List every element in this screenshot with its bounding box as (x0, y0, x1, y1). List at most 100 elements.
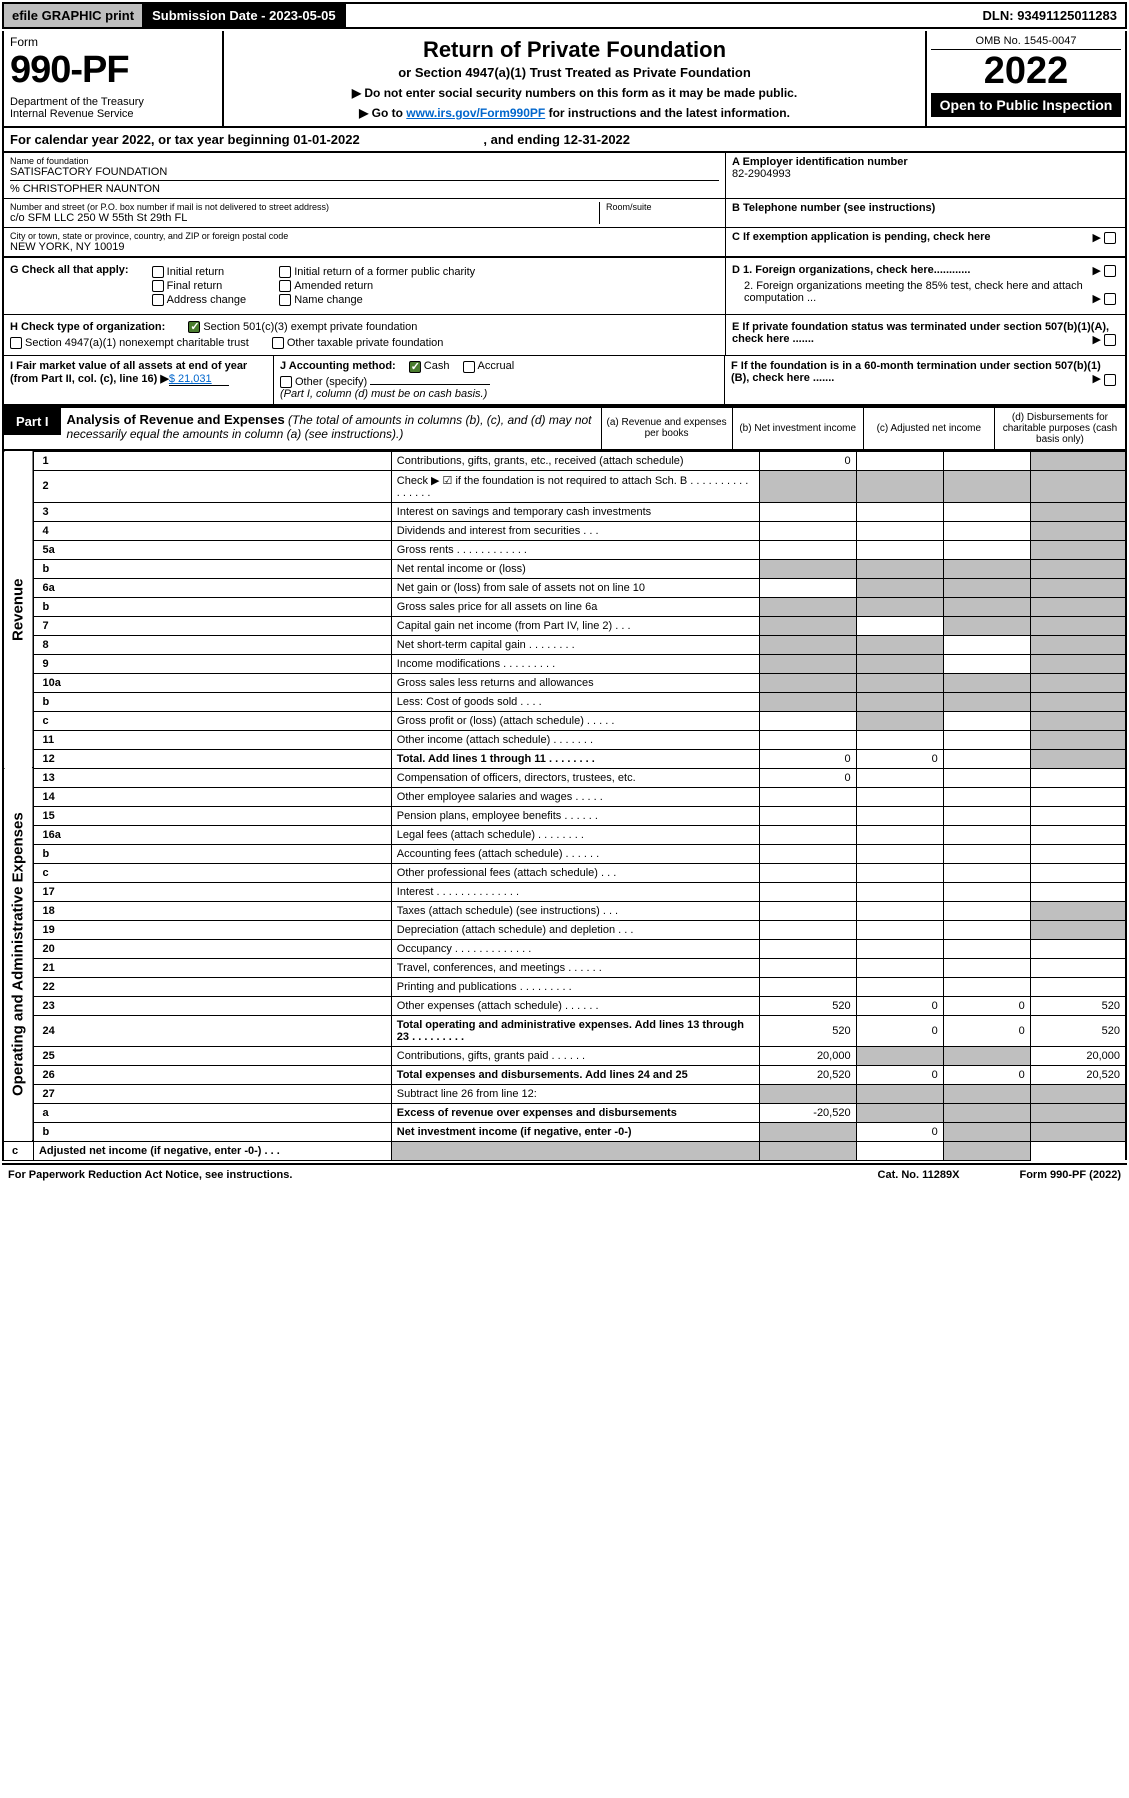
cell-a (759, 1122, 856, 1141)
cell-c (943, 901, 1030, 920)
line-number: 1 (33, 451, 391, 470)
cell-b: 0 (856, 1065, 943, 1084)
chk-other-method[interactable] (280, 376, 292, 388)
line-number: 23 (33, 996, 391, 1015)
cell-d (1030, 958, 1126, 977)
cell-d (1030, 939, 1126, 958)
d1-checkbox[interactable] (1104, 265, 1116, 277)
chk-cash[interactable] (409, 361, 421, 373)
line-description: Gross sales less returns and allowances (391, 673, 759, 692)
cell-d (1030, 977, 1126, 996)
chk-name-change[interactable] (279, 294, 291, 306)
cell-a (759, 844, 856, 863)
line-number: 10a (33, 673, 391, 692)
header-left: Form 990-PF Department of the Treasury I… (4, 31, 224, 126)
calendar-year-row: For calendar year 2022, or tax year begi… (2, 128, 1127, 153)
table-row: 15Pension plans, employee benefits . . .… (3, 806, 1126, 825)
line-number: 27 (33, 1084, 391, 1103)
e-label: E If private foundation status was termi… (732, 321, 1109, 345)
line-description: Subtract line 26 from line 12: (391, 1084, 759, 1103)
cell-a: 20,520 (759, 1065, 856, 1084)
identity-row-1: Name of foundation SATISFACTORY FOUNDATI… (2, 153, 1127, 199)
cell-d (1030, 578, 1126, 597)
line-description: Excess of revenue over expenses and disb… (391, 1103, 759, 1122)
cell-d (1030, 540, 1126, 559)
open-inspection: Open to Public Inspection (931, 93, 1121, 117)
cell-d (1030, 882, 1126, 901)
f-label: F If the foundation is in a 60-month ter… (731, 360, 1101, 384)
line-description: Capital gain net income (from Part IV, l… (391, 616, 759, 635)
chk-initial-former[interactable] (279, 266, 291, 278)
chk-other-taxable[interactable] (272, 337, 284, 349)
line-number: 13 (33, 768, 391, 787)
line-number: 21 (33, 958, 391, 977)
line-number: 3 (33, 502, 391, 521)
cell-b (856, 654, 943, 673)
line-number: 17 (33, 882, 391, 901)
f-block: F If the foundation is in a 60-month ter… (725, 356, 1125, 403)
form-header: Form 990-PF Department of the Treasury I… (2, 31, 1127, 128)
note2-pre: ▶ Go to (359, 106, 406, 120)
table-row: cOther professional fees (attach schedul… (3, 863, 1126, 882)
h-label: H Check type of organization: (10, 321, 165, 333)
cell-c (943, 692, 1030, 711)
table-row: 19Depreciation (attach schedule) and dep… (3, 920, 1126, 939)
d2-label: 2. Foreign organizations meeting the 85%… (744, 280, 1083, 304)
chk-accrual[interactable] (463, 361, 475, 373)
form-title: Return of Private Foundation (230, 37, 919, 63)
h-left: H Check type of organization: Section 50… (4, 315, 725, 355)
cell-d (1030, 521, 1126, 540)
cell-b (856, 673, 943, 692)
e-checkbox[interactable] (1104, 334, 1116, 346)
cell-c (943, 939, 1030, 958)
c-checkbox[interactable] (1104, 232, 1116, 244)
cell-b (856, 863, 943, 882)
chk-amended[interactable] (279, 280, 291, 292)
cell-d (1030, 616, 1126, 635)
d2-checkbox[interactable] (1104, 293, 1116, 305)
i-value[interactable]: $ 21,031 (169, 373, 229, 386)
cell-c (943, 844, 1030, 863)
line-number: c (33, 711, 391, 730)
ein-label: A Employer identification number (732, 156, 1119, 168)
chk-initial-return[interactable] (152, 266, 164, 278)
cell-b (856, 730, 943, 749)
cell-d (1030, 597, 1126, 616)
cell-d: 20,000 (1030, 1046, 1126, 1065)
d1-label: D 1. Foreign organizations, check here..… (732, 264, 970, 276)
cell-b (856, 451, 943, 470)
c-label: C If exemption application is pending, c… (732, 231, 991, 243)
chk-501c3[interactable] (188, 321, 200, 333)
header-right: OMB No. 1545-0047 2022 Open to Public In… (925, 31, 1125, 126)
cell-c (943, 863, 1030, 882)
table-row: aExcess of revenue over expenses and dis… (3, 1103, 1126, 1122)
chk-4947[interactable] (10, 337, 22, 349)
efile-print-button[interactable]: efile GRAPHIC print (4, 4, 144, 27)
cell-b (856, 502, 943, 521)
revenue-label: Revenue (3, 451, 33, 768)
table-row: bLess: Cost of goods sold . . . . (3, 692, 1126, 711)
cell-c (943, 711, 1030, 730)
calyear-text: For calendar year 2022, or tax year begi… (10, 132, 360, 147)
chk-final-return[interactable] (152, 280, 164, 292)
f-checkbox[interactable] (1104, 374, 1116, 386)
irs-link[interactable]: www.irs.gov/Form990PF (406, 106, 545, 120)
cell-b (856, 806, 943, 825)
table-row: 11Other income (attach schedule) . . . .… (3, 730, 1126, 749)
line-number: 5a (33, 540, 391, 559)
cell-a (759, 597, 856, 616)
line-description: Printing and publications . . . . . . . … (391, 977, 759, 996)
cell-b: 0 (856, 1015, 943, 1046)
cell-d (1030, 1084, 1126, 1103)
cell-a: -20,520 (759, 1103, 856, 1122)
line-description: Legal fees (attach schedule) . . . . . .… (391, 825, 759, 844)
chk-address-change[interactable] (152, 294, 164, 306)
cell-c (943, 977, 1030, 996)
line-description: Check ▶ ☑ if the foundation is not requi… (391, 470, 759, 502)
cell-a: 520 (759, 996, 856, 1015)
table-row: cGross profit or (loss) (attach schedule… (3, 711, 1126, 730)
cell-a (759, 540, 856, 559)
cell-b (856, 635, 943, 654)
cell-a (759, 470, 856, 502)
line-number: 20 (33, 939, 391, 958)
